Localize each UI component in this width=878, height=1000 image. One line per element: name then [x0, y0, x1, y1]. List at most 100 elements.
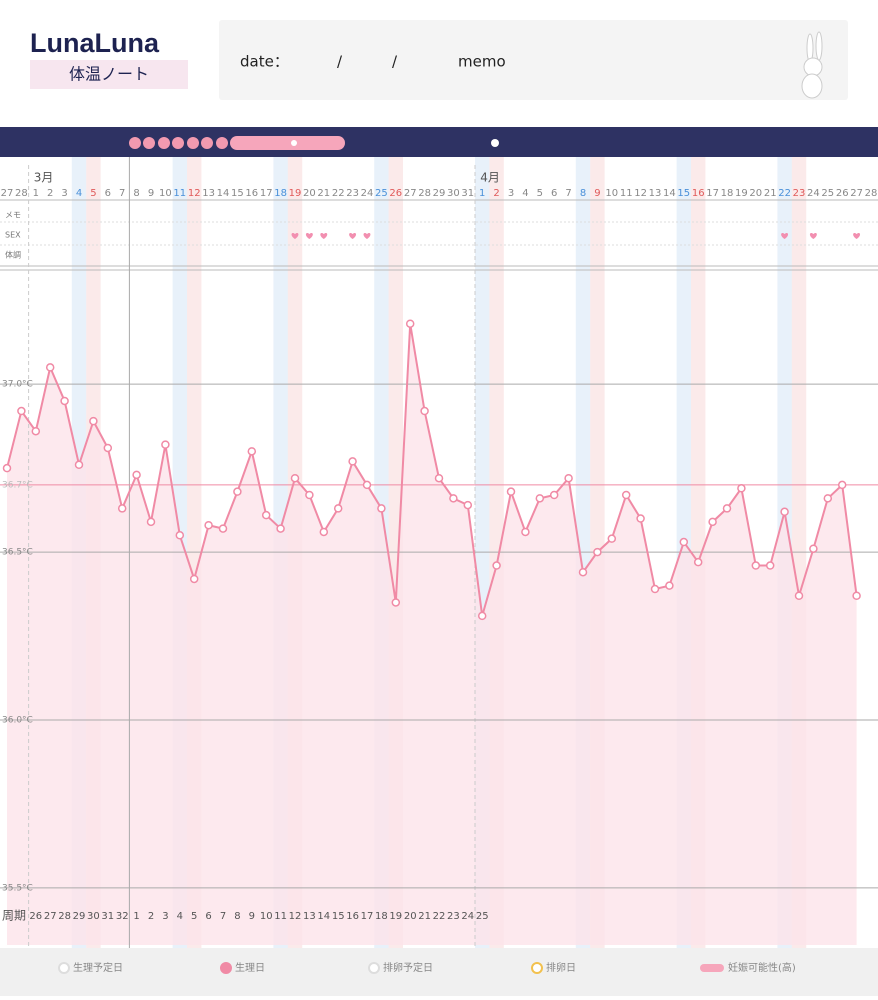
- date-label: 16: [692, 188, 705, 199]
- cycle-day: 27: [44, 911, 57, 922]
- legend-icon: [58, 962, 70, 974]
- date-label: 25: [375, 188, 388, 199]
- month-label: 3月: [34, 171, 54, 185]
- row-label: SEX: [5, 231, 21, 240]
- temperature-point: [621, 490, 631, 500]
- date-label: 31: [461, 188, 474, 199]
- temperature-point: [117, 504, 127, 513]
- heart: [809, 232, 817, 239]
- date-label: 23: [793, 188, 806, 199]
- temperature-point: [348, 457, 357, 466]
- temperature-point: [665, 581, 674, 590]
- date-label: 1: [479, 188, 485, 199]
- date-label: 6: [551, 188, 557, 199]
- date-label: 17: [706, 188, 719, 199]
- heart: [363, 232, 371, 239]
- temperature-point: [175, 531, 185, 540]
- date-separator: /: [392, 53, 398, 71]
- temperature-point: [305, 490, 314, 500]
- date-label: 11: [620, 188, 633, 199]
- legend-label: 妊娠可能性(高): [728, 961, 796, 974]
- cycle-day: 23: [447, 911, 460, 922]
- date-label: date：: [240, 53, 289, 71]
- date-label: 7: [565, 188, 571, 199]
- logo: LunaLuna: [30, 28, 160, 58]
- temperature-point: [391, 598, 401, 607]
- date-label: 15: [231, 188, 244, 199]
- cycle-day: 28: [58, 911, 71, 922]
- date-label: 27: [404, 188, 417, 199]
- temperature-point: [578, 567, 588, 577]
- date-label: 11: [173, 188, 186, 199]
- date-label: 21: [764, 188, 777, 199]
- date-label: 28: [865, 188, 878, 199]
- date-label: 27: [1, 188, 14, 199]
- temperature-point: [852, 591, 861, 600]
- date-label: 27: [850, 188, 863, 199]
- cycle-day: 13: [303, 911, 316, 922]
- row-label: 体調: [5, 250, 21, 260]
- y-tick-label: 36.5°C: [2, 548, 33, 558]
- temperature-point: [146, 517, 156, 527]
- date-label: 9: [594, 188, 600, 199]
- temperature-point: [74, 460, 84, 470]
- cycle-day: 32: [116, 911, 129, 922]
- temperature-point: [751, 561, 761, 570]
- date-label: 3: [508, 188, 514, 199]
- heart: [349, 232, 357, 239]
- date-label: 19: [735, 188, 748, 199]
- date-label: 2: [493, 188, 499, 199]
- temperature-point: [809, 544, 818, 553]
- date-label: 24: [807, 188, 820, 199]
- temperature-point: [765, 561, 775, 570]
- temperature-point: [780, 507, 789, 517]
- date-label: 5: [90, 188, 96, 199]
- cycle-day: 12: [289, 911, 302, 922]
- cycle-day: 1: [133, 911, 139, 922]
- temperature-point: [535, 494, 545, 503]
- temperature-point: [189, 574, 199, 584]
- cycle-day: 7: [220, 911, 226, 922]
- cycle-day: 9: [249, 911, 255, 922]
- temperature-point: [31, 426, 41, 436]
- legend-icon: [700, 964, 724, 972]
- date-label: 20: [303, 188, 316, 199]
- date-label: 8: [580, 188, 586, 199]
- date-label: 23: [346, 188, 359, 199]
- y-tick-label: 36.0°C: [2, 716, 33, 726]
- cycle-day: 4: [177, 911, 183, 922]
- cycle-day: 20: [404, 911, 417, 922]
- temperature-point: [492, 561, 501, 570]
- temperature-point: [60, 396, 69, 406]
- temperature-point: [89, 416, 98, 426]
- cycle-day: 16: [346, 911, 359, 922]
- date-label: 14: [217, 188, 230, 199]
- temperature-point: [161, 440, 170, 449]
- legend-band: [0, 948, 878, 996]
- temperature-point: [377, 504, 386, 513]
- legend-icon: [368, 962, 380, 974]
- heart: [781, 232, 789, 239]
- temperature-point: [434, 473, 444, 483]
- y-tick-label: 35.5°C: [2, 883, 33, 893]
- cycle-day: 10: [260, 911, 273, 922]
- date-label: 28: [418, 188, 431, 199]
- temperature-point: [463, 500, 473, 510]
- heart: [320, 232, 328, 239]
- date-label: 13: [649, 188, 662, 199]
- temperature-point: [722, 504, 732, 513]
- date-label: 10: [605, 188, 618, 199]
- date-label: 14: [663, 188, 676, 199]
- legend-label: 排卵日: [546, 961, 576, 974]
- cycle-day: 31: [101, 911, 114, 922]
- date-label: 15: [677, 188, 690, 199]
- cycle-day: 25: [476, 911, 489, 922]
- temperature-point: [737, 484, 746, 493]
- cycle-day: 3: [162, 911, 168, 922]
- y-tick-label: 37.0°C: [2, 380, 33, 390]
- reference-label: 36.7°C: [2, 480, 33, 490]
- cycle-day: 26: [29, 911, 42, 922]
- cycle-day: 2: [148, 911, 154, 922]
- date-label: 3: [61, 188, 67, 199]
- temperature-point: [449, 494, 458, 503]
